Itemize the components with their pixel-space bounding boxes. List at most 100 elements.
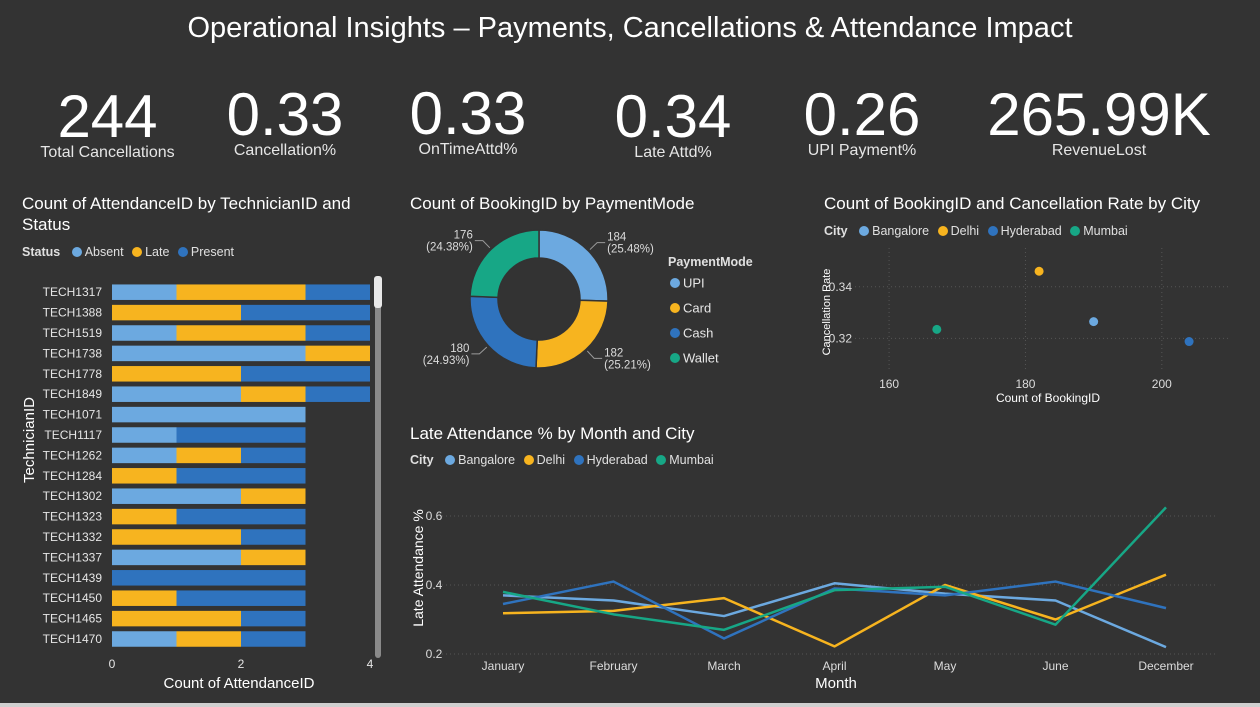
kpi-label: RevenueLost	[1051, 142, 1147, 159]
scatter-x-tick: 160	[879, 377, 899, 391]
legend-item-hyderabad[interactable]: Hyderabad	[569, 453, 648, 467]
kpi-revenue-lost: 265.99K RevenueLost	[975, 84, 1223, 160]
donut-slice-wallet	[469, 229, 540, 299]
bar-segment-late	[241, 549, 306, 566]
bar-category-label: TECH1519	[43, 326, 103, 340]
bar-x-tick: 4	[367, 657, 374, 671]
scatter-chart-legend: City Bangalore Delhi Hyderabad Mumbai	[824, 224, 1128, 238]
bar-chart-title: Count of AttendanceID by TechnicianID an…	[22, 194, 351, 234]
kpi-label: Late Attd%	[634, 144, 712, 161]
donut-data-label: 176 (24.38%)	[426, 230, 473, 254]
bar-category-label: TECH1262	[43, 448, 103, 462]
legend-item-delhi[interactable]: Delhi	[519, 453, 566, 467]
scatter-point-mumbai[interactable]	[932, 324, 942, 334]
bar-segment-late	[112, 508, 177, 525]
bar-segment-late	[112, 590, 177, 606]
donut-leader-line	[471, 346, 488, 355]
line-x-axis-title: Month	[815, 675, 857, 692]
line-chart-title: Late Attendance % by Month and City	[410, 424, 695, 443]
legend-title: Status	[22, 245, 61, 259]
kpi-value: 0.34	[614, 83, 732, 150]
donut-legend-marker	[670, 328, 680, 338]
line-y-tick: 0.2	[426, 647, 443, 661]
bar-category-label: TECH1317	[43, 285, 103, 299]
line-x-tick: March	[707, 659, 740, 673]
kpi-upi-payment: 0.26 UPI Payment%	[787, 84, 937, 160]
bar-scrollbar-track[interactable]	[375, 278, 381, 658]
donut-legend-label: Card	[683, 301, 711, 316]
scatter-point-hyderabad[interactable]	[1184, 337, 1194, 347]
bar-category-label: TECH1388	[43, 306, 103, 320]
scatter-point-bangalore[interactable]	[1089, 317, 1099, 327]
bar-segment-absent	[112, 386, 241, 402]
line-y-axis-title: Late Attendance %	[410, 509, 426, 627]
legend-title: City	[824, 224, 848, 238]
bar-segment-present	[176, 508, 306, 525]
donut-data-label: 184 (25.48%)	[607, 232, 654, 256]
legend-item-present[interactable]: Present	[173, 245, 234, 259]
bar-segment-late	[241, 386, 306, 402]
bar-segment-late	[305, 345, 370, 362]
bar-segment-absent	[112, 406, 306, 423]
bar-category-label: TECH1849	[43, 387, 103, 401]
donut-legend-label: Cash	[683, 326, 713, 341]
bar-category-label: TECH1302	[43, 489, 103, 503]
bar-category-label: TECH1337	[43, 550, 103, 564]
line-x-tick: April	[822, 659, 846, 673]
kpi-label: Total Cancellations	[40, 144, 175, 161]
bar-segment-present	[176, 590, 306, 606]
bar-segment-present	[305, 284, 370, 300]
bar-segment-absent	[112, 549, 241, 566]
bar-segment-late	[176, 325, 306, 341]
legend-item-mumbai[interactable]: Mumbai	[651, 453, 714, 467]
line-x-tick: December	[1138, 659, 1193, 673]
bar-segment-late	[112, 304, 241, 321]
bar-category-label: TECH1465	[43, 612, 103, 626]
donut-legend-label: Wallet	[683, 351, 719, 366]
legend-item-hyderabad[interactable]: Hyderabad	[983, 224, 1062, 238]
legend-item-bangalore[interactable]: Bangalore	[443, 453, 515, 467]
donut-legend-title: PaymentMode	[668, 255, 753, 269]
bar-segment-present	[112, 570, 306, 586]
bar-segment-absent	[112, 488, 241, 504]
kpi-late-attd: 0.34 Late Attd%	[598, 86, 748, 162]
bar-segment-late	[241, 488, 306, 504]
line-y-tick: 0.4	[426, 578, 443, 592]
bar-x-axis-title: Count of AttendanceID	[164, 675, 315, 692]
donut-leader-line	[586, 350, 603, 359]
bar-x-tick: 2	[238, 657, 245, 671]
line-x-tick: January	[482, 659, 525, 673]
line-series-mumbai	[502, 506, 1167, 632]
bar-segment-present	[241, 529, 306, 545]
legend-label: Delhi	[536, 453, 566, 467]
scatter-point-delhi[interactable]	[1034, 266, 1044, 276]
bar-chart: TECH1317 TECH1388 TECH1519 TECH1738 TECH1778…	[21, 276, 382, 692]
donut-legend-marker	[670, 278, 680, 288]
donut-data-label: 180 (24.93%)	[423, 343, 470, 367]
bar-segment-present	[176, 427, 306, 443]
bar-category-label: TECH1450	[43, 591, 103, 605]
kpi-value: 0.33	[409, 80, 527, 147]
bar-segment-absent	[112, 631, 177, 647]
legend-label: Bangalore	[458, 453, 516, 467]
kpi-value: 265.99K	[987, 81, 1211, 148]
scatter-chart: 160 180 200 0.32 0.34 Count of BookingID Cance…	[821, 248, 1230, 405]
kpi-label: UPI Payment%	[807, 142, 917, 159]
legend-title: City	[410, 453, 434, 467]
line-chart-legend: City Bangalore Delhi Hyderabad Mumbai	[410, 453, 714, 467]
legend-item-bangalore[interactable]: Bangalore	[857, 224, 929, 238]
bar-segment-present	[176, 468, 306, 484]
scatter-x-axis-title: Count of BookingID	[996, 391, 1100, 405]
bar-segment-late	[176, 284, 306, 300]
legend-item-late[interactable]: Late	[127, 245, 169, 259]
bar-scrollbar-thumb[interactable]	[374, 276, 382, 308]
legend-item-mumbai[interactable]: Mumbai	[1065, 224, 1128, 238]
donut-leader-line	[474, 240, 491, 249]
bar-segment-absent	[112, 447, 177, 464]
bar-segment-present	[305, 325, 370, 341]
kpi-value: 244	[57, 83, 158, 150]
legend-item-absent[interactable]: Absent	[70, 245, 124, 259]
legend-item-delhi[interactable]: Delhi	[933, 224, 979, 238]
donut-chart-title: Count of BookingID by PaymentMode	[410, 194, 695, 213]
bar-category-label: TECH1323	[43, 510, 103, 524]
